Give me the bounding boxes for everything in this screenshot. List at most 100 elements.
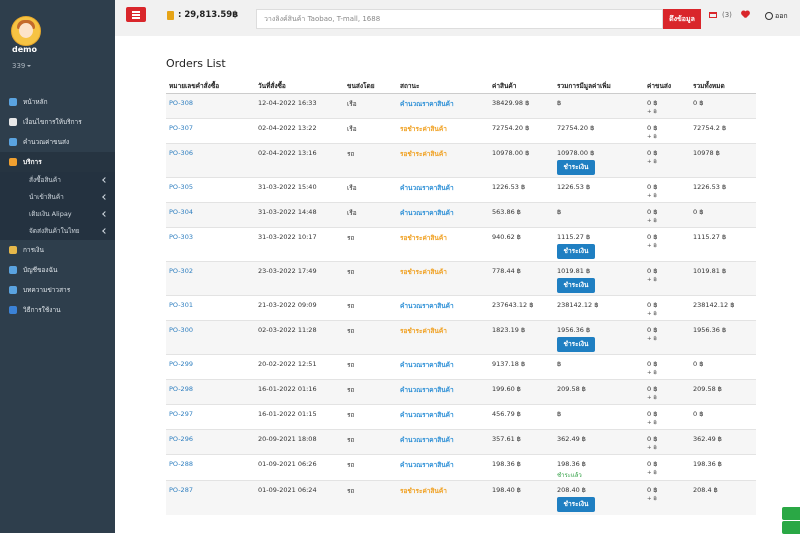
sidebar: demo 339 หน้าหลัก เงื่อนไขการให้บริการ คำน…	[0, 0, 115, 533]
order-id-cell: PO-288	[166, 454, 255, 481]
order-link[interactable]: PO-307	[169, 124, 193, 132]
order-link[interactable]: PO-296	[169, 435, 193, 443]
submenu-item[interactable]: นำเข้าสินค้า	[0, 189, 115, 206]
order-subtotal-cell: 238142.12 ฿	[554, 295, 644, 321]
header-row: หมายเลขคำสั่งซื้อ วันที่สั่งซื้อ ขนส่งโดยส…	[166, 80, 756, 94]
menu-item[interactable]: คำนวณค่าขนส่ง	[0, 132, 115, 152]
order-transport: รถ	[344, 480, 397, 515]
float-widget[interactable]	[782, 507, 800, 520]
order-shipping-cell: 0 ฿ + ฿	[644, 261, 690, 296]
order-status: รอชำระค่าสินค้า	[400, 125, 447, 133]
order-link[interactable]: PO-288	[169, 460, 193, 468]
order-date: 01-09-2021 06:24	[255, 480, 344, 515]
menu-label: เงื่อนไขการให้บริการ	[23, 118, 82, 126]
order-link[interactable]: PO-299	[169, 360, 193, 368]
cart-count[interactable]: (3)	[722, 11, 732, 19]
menu-item[interactable]: บัญชีของฉัน	[0, 260, 115, 280]
menu-item[interactable]: การเงิน	[0, 240, 115, 260]
order-row: PO-297 16-01-2022 01:15 รถ คำนวณราคาสินค้า 4…	[166, 404, 756, 430]
float-widget[interactable]	[782, 521, 800, 534]
order-row: PO-303 31-03-2022 10:17 รถ รอชำระค่าสินค้า 9…	[166, 227, 756, 262]
avatar-face	[19, 23, 33, 38]
pay-button[interactable]: ชำระเงิน	[557, 244, 595, 259]
order-row: PO-307 02-04-2022 13:22 เรือ รอชำระค่าสินค้…	[166, 118, 756, 144]
order-total: 0 ฿	[690, 404, 756, 430]
wishlist-icon[interactable]	[741, 11, 749, 19]
menu-item[interactable]: บริการ	[0, 152, 115, 172]
order-status-cell: คำนวณราคาสินค้า	[397, 177, 489, 203]
order-link[interactable]: PO-287	[169, 486, 193, 494]
order-subtotal-cell: 72754.20 ฿	[554, 118, 644, 144]
order-date: 12-04-2022 16:33	[255, 93, 344, 119]
wallet-icon	[167, 11, 174, 20]
order-shipping-extra: + ฿	[647, 277, 657, 283]
order-status-cell: คำนวณราคาสินค้า	[397, 429, 489, 455]
order-subtotal-cell: ฿	[554, 354, 644, 380]
submenu-item[interactable]: จัดส่งสินค้าในไทย	[0, 223, 115, 240]
logout-icon[interactable]	[765, 12, 773, 20]
submenu-item[interactable]: สั่งซื้อสินค้า	[0, 172, 115, 189]
logout-link[interactable]: ออก	[775, 12, 788, 20]
order-link[interactable]: PO-301	[169, 301, 193, 309]
menu-item[interactable]: หน้าหลัก	[0, 92, 115, 112]
search-input[interactable]: วางลิงค์สินค้า Taobao, T-mall, 1688	[256, 9, 663, 29]
pay-button[interactable]: ชำระเงิน	[557, 160, 595, 175]
order-date: 31-03-2022 10:17	[255, 227, 344, 262]
menu-toggle[interactable]	[126, 7, 146, 22]
order-total: 10978 ฿	[690, 143, 756, 178]
column-header: ค่าขนส่ง	[644, 80, 690, 94]
order-date: 16-01-2022 01:16	[255, 379, 344, 405]
order-status: คำนวณราคาสินค้า	[400, 361, 454, 369]
order-shipping-extra: + ฿	[647, 395, 657, 401]
order-status-cell: รอชำระค่าสินค้า	[397, 143, 489, 178]
order-transport: รถ	[344, 454, 397, 481]
order-row: PO-301 21-03-2022 09:09 รถ คำนวณราคาสินค้า 2…	[166, 295, 756, 321]
submenu-item[interactable]: เติมเงิน Alipay	[0, 206, 115, 223]
order-id-cell: PO-296	[166, 429, 255, 455]
user-balance[interactable]: 339	[12, 62, 31, 70]
pay-button[interactable]: ชำระเงิน	[557, 497, 595, 512]
order-date: 31-03-2022 15:40	[255, 177, 344, 203]
order-shipping-extra: + ฿	[647, 193, 657, 199]
order-link[interactable]: PO-297	[169, 410, 193, 418]
order-shipping-cell: 0 ฿ + ฿	[644, 404, 690, 430]
order-shipping-cell: 0 ฿ + ฿	[644, 454, 690, 481]
order-link[interactable]: PO-304	[169, 208, 193, 216]
order-link[interactable]: PO-298	[169, 385, 193, 393]
order-total: 72754.2 ฿	[690, 118, 756, 144]
order-link[interactable]: PO-308	[169, 99, 193, 107]
order-link[interactable]: PO-302	[169, 267, 193, 275]
order-link[interactable]: PO-305	[169, 183, 193, 191]
order-transport: เรือ	[344, 177, 397, 203]
order-id-cell: PO-287	[166, 480, 255, 515]
order-shipping-cell: 0 ฿ + ฿	[644, 320, 690, 355]
menu-item[interactable]: เงื่อนไขการให้บริการ	[0, 112, 115, 132]
order-shipping-cell: 0 ฿ + ฿	[644, 227, 690, 262]
menu-toggle-bar	[132, 11, 140, 13]
order-id-cell: PO-308	[166, 93, 255, 119]
avatar[interactable]	[11, 16, 41, 46]
order-date: 16-01-2022 01:15	[255, 404, 344, 430]
menu-item[interactable]: วิธีการใช้งาน	[0, 300, 115, 320]
order-subtotal: ฿	[557, 208, 562, 216]
order-subtotal-cell: 198.36 ฿ชำระแล้ว	[554, 454, 644, 481]
order-link[interactable]: PO-306	[169, 149, 193, 157]
table-head: หมายเลขคำสั่งซื้อ วันที่สั่งซื้อ ขนส่งโดยส…	[166, 80, 756, 94]
order-subtotal: 1019.81 ฿	[557, 267, 591, 275]
pay-button[interactable]: ชำระเงิน	[557, 278, 595, 293]
order-status-cell: คำนวณราคาสินค้า	[397, 202, 489, 228]
cart-icon[interactable]	[709, 12, 717, 18]
order-transport: รถ	[344, 354, 397, 380]
order-link[interactable]: PO-300	[169, 326, 193, 334]
order-row: PO-288 01-09-2021 06:26 รถ คำนวณราคาสินค้า 1…	[166, 454, 756, 481]
order-shipping: 0 ฿	[647, 267, 658, 275]
fetch-button[interactable]: ดึงข้อมูล	[663, 9, 701, 29]
order-link[interactable]: PO-303	[169, 233, 193, 241]
pay-button[interactable]: ชำระเงิน	[557, 337, 595, 352]
order-shipping-cell: 0 ฿ + ฿	[644, 379, 690, 405]
order-subtotal-cell: 209.58 ฿	[554, 379, 644, 405]
order-total: 0 ฿	[690, 202, 756, 228]
menu-icon	[9, 98, 17, 106]
menu-item[interactable]: บทความข่าวสาร	[0, 280, 115, 300]
